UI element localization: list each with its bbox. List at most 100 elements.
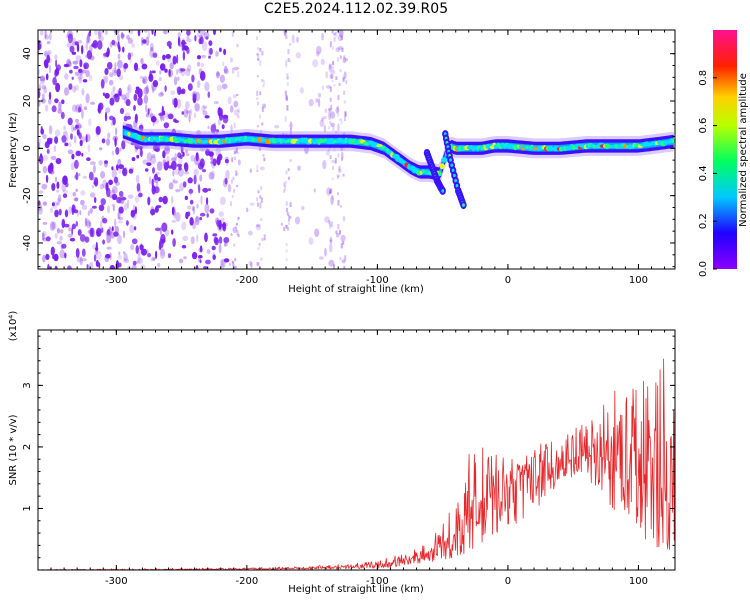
noise-speck <box>125 99 131 107</box>
noise-speck <box>39 77 46 85</box>
noise-speck <box>280 222 283 226</box>
noise-speck <box>160 233 166 244</box>
noise-speck <box>61 99 65 105</box>
noise-speck <box>196 80 201 89</box>
noise-speck <box>64 209 69 218</box>
noise-streak <box>285 225 288 229</box>
noise-speck <box>140 124 144 134</box>
noise-speck <box>106 246 112 250</box>
noise-speck <box>75 188 78 192</box>
noise-speck <box>91 43 96 48</box>
noise-speck <box>56 228 61 234</box>
noise-speck <box>98 160 103 166</box>
noise-speck <box>324 216 330 223</box>
noise-speck <box>167 69 174 78</box>
noise-streak <box>260 197 263 203</box>
noise-streak <box>262 153 265 157</box>
noise-speck <box>319 256 324 260</box>
noise-speck <box>44 62 49 69</box>
noise-speck <box>218 236 223 244</box>
noise-speck <box>138 192 143 198</box>
noise-speck <box>120 197 127 201</box>
noise-speck <box>50 155 57 161</box>
noise-speck <box>62 218 66 225</box>
noise-streak <box>260 257 263 261</box>
noise-streak <box>231 31 234 37</box>
noise-speck <box>330 122 335 127</box>
spectrogram-y-axis-label: Frequency (Hz) <box>8 112 19 188</box>
noise-speck <box>141 63 148 70</box>
noise-speck <box>207 91 211 98</box>
noise-speck <box>167 113 174 120</box>
noise-speck <box>39 75 46 82</box>
noise-speck <box>207 125 210 130</box>
noise-speck <box>343 71 347 80</box>
noise-speck <box>95 259 99 268</box>
noise-speck <box>135 174 140 183</box>
noise-speck <box>335 232 340 238</box>
noise-speck <box>193 174 197 185</box>
noise-speck <box>56 181 60 189</box>
noise-speck <box>182 50 186 61</box>
y-tick-label: 3 <box>22 382 33 388</box>
noise-speck <box>143 94 149 105</box>
noise-speck <box>89 207 93 214</box>
noise-speck <box>182 235 189 242</box>
noise-speck <box>69 237 76 242</box>
noise-speck <box>112 41 118 47</box>
noise-streak <box>256 169 259 172</box>
noise-speck <box>127 266 133 269</box>
noise-speck <box>93 181 97 185</box>
noise-speck <box>38 206 43 215</box>
noise-speck <box>151 85 155 94</box>
noise-speck <box>155 250 158 259</box>
noise-speck <box>171 229 174 235</box>
noise-speck <box>338 165 341 172</box>
noise-speck <box>225 169 230 180</box>
noise-speck <box>285 59 288 68</box>
noise-speck <box>139 244 144 251</box>
noise-speck <box>108 79 114 86</box>
noise-speck <box>236 115 240 119</box>
noise-streak <box>237 217 240 220</box>
noise-speck <box>326 150 330 156</box>
noise-streak <box>286 105 289 111</box>
noise-speck <box>151 30 154 35</box>
noise-streak <box>231 260 234 264</box>
noise-speck <box>109 264 115 269</box>
noise-speck <box>114 93 119 98</box>
noise-speck <box>116 68 121 77</box>
noise-streak <box>260 218 263 221</box>
noise-speck <box>78 106 82 113</box>
noise-speck <box>114 137 117 147</box>
noise-streak <box>235 224 238 229</box>
noise-speck <box>203 31 210 40</box>
noise-speck <box>122 167 125 176</box>
noise-speck <box>191 206 195 212</box>
x-tick-label: -200 <box>236 576 259 587</box>
noise-speck <box>172 178 176 183</box>
noise-speck <box>42 221 48 225</box>
noise-speck <box>173 97 178 108</box>
noise-speck <box>42 201 48 206</box>
noise-speck <box>54 129 61 137</box>
noise-streak <box>343 265 346 269</box>
noise-streak <box>330 188 333 194</box>
noise-speck <box>113 231 119 237</box>
noise-speck <box>123 258 130 264</box>
snr-panel <box>38 358 675 570</box>
noise-speck <box>61 243 67 249</box>
noise-speck <box>117 234 122 245</box>
noise-speck <box>64 142 69 147</box>
noise-speck <box>316 51 320 57</box>
noise-speck <box>152 167 155 174</box>
noise-speck <box>137 30 141 37</box>
noise-speck <box>104 111 108 122</box>
noise-speck <box>75 122 82 131</box>
noise-speck <box>63 63 70 68</box>
noise-speck <box>164 85 167 92</box>
noise-speck <box>220 108 223 117</box>
noise-speck <box>158 92 164 97</box>
noise-speck <box>186 38 192 43</box>
noise-streak <box>286 82 289 86</box>
